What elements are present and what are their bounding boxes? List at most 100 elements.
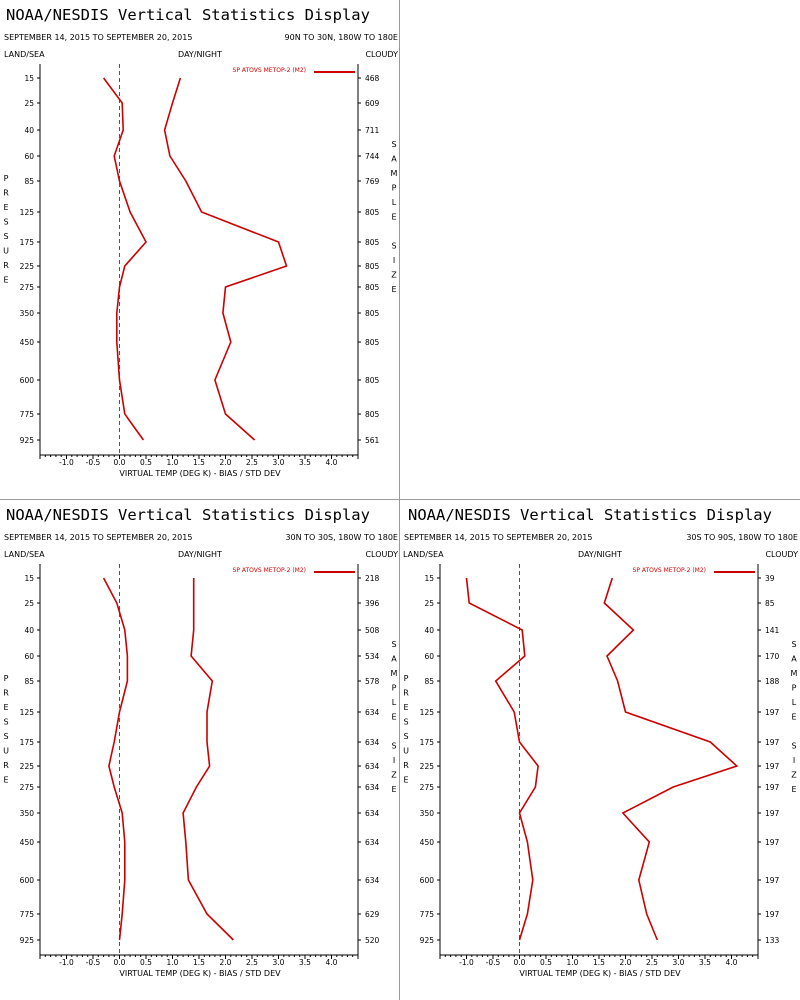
axis-label-letter: E — [3, 776, 8, 785]
series-line-stddev — [182, 578, 234, 941]
date-range: SEPTEMBER 14, 2015 TO SEPTEMBER 20, 2015 — [4, 33, 192, 42]
pressure-level-label: 175 — [20, 238, 35, 247]
sample-size-label: 197 — [765, 838, 780, 847]
x-tick-label: 2.0 — [620, 958, 632, 967]
pressure-level-label: 775 — [20, 910, 35, 919]
sample-size-label: 133 — [765, 936, 780, 945]
sample-size-label: 170 — [765, 652, 780, 661]
pressure-level-label: 15 — [24, 574, 34, 583]
sample-size-label: 634 — [365, 876, 380, 885]
axis-label-letter: M — [391, 169, 398, 178]
sample-size-label: 534 — [365, 652, 380, 661]
pressure-level-label: 15 — [424, 574, 434, 583]
legend-label: SP ATOVS METOP-2 (M2) — [633, 567, 706, 574]
sample-size-label: 197 — [765, 809, 780, 818]
pressure-level-label: 40 — [424, 626, 434, 635]
x-axis-label: VIRTUAL TEMP (DEG K) - BIAS / STD DEV — [119, 469, 281, 478]
legend-label: SP ATOVS METOP-2 (M2) — [233, 67, 306, 74]
axis-label-letter: R — [403, 689, 409, 698]
pressure-level-label: 25 — [24, 599, 34, 608]
axis-label-letter: P — [404, 674, 409, 683]
sample-size-label: 197 — [765, 708, 780, 717]
x-tick-label: 1.0 — [567, 958, 579, 967]
x-tick-label: 0.5 — [140, 458, 152, 467]
pressure-level-label: 600 — [420, 876, 435, 885]
x-tick-label: 1.0 — [167, 458, 179, 467]
display-title: NOAA/NESDIS Vertical Statistics Display — [6, 506, 370, 524]
x-tick-label: -1.0 — [459, 958, 474, 967]
region-label: 30S TO 90S, 180W TO 180E — [686, 533, 798, 542]
pressure-level-label: 125 — [420, 708, 435, 717]
sample-size-label: 468 — [365, 74, 380, 83]
axis-label-letter: M — [791, 669, 798, 678]
sample-size-label: 85 — [765, 599, 775, 608]
pressure-level-label: 175 — [420, 738, 435, 747]
axis-label-letter: S — [3, 218, 8, 227]
pressure-level-label: 40 — [24, 126, 34, 135]
axis-label-letter: E — [791, 713, 796, 722]
pressure-level-label: 225 — [420, 762, 435, 771]
axis-label-letter: P — [392, 184, 397, 193]
x-tick-label: 4.0 — [326, 958, 338, 967]
axis-label-letter: S — [391, 640, 396, 649]
pressure-level-label: 225 — [20, 762, 35, 771]
land-sea-label: LAND/SEA — [4, 550, 45, 559]
sample-size-label: 805 — [365, 410, 380, 419]
axis-label-letter: I — [793, 756, 795, 765]
sample-size-label: 769 — [365, 177, 380, 186]
x-tick-label: 2.0 — [220, 958, 232, 967]
sample-size-label: 197 — [765, 910, 780, 919]
axis-label-letter: E — [791, 785, 796, 794]
sample-size-label: 197 — [765, 783, 780, 792]
chart-bottom-right: NOAA/NESDIS Vertical Statistics Display … — [403, 506, 798, 978]
axis-label-letter: S — [791, 742, 796, 751]
axis-label-letter: E — [391, 713, 396, 722]
axis-label-letter: E — [3, 276, 8, 285]
x-tick-label: 0.0 — [114, 958, 126, 967]
pressure-level-label: 25 — [24, 99, 34, 108]
pressure-level-label: 775 — [420, 910, 435, 919]
sample-size-label: 197 — [765, 876, 780, 885]
sample-size-label: 805 — [365, 208, 380, 217]
sample-size-label: 561 — [365, 436, 380, 445]
chart-bottom-left: NOAA/NESDIS Vertical Statistics Display … — [3, 506, 398, 978]
chart-top-left: NOAA/NESDIS Vertical Statistics Display … — [3, 6, 398, 478]
sample-size-label: 609 — [365, 99, 380, 108]
series-line-bias — [102, 77, 147, 441]
land-sea-label: LAND/SEA — [4, 50, 45, 59]
pressure-level-label: 600 — [20, 376, 35, 385]
axis-label-letter: S — [391, 140, 396, 149]
axis-label-letter: S — [791, 640, 796, 649]
sample-size-label: 744 — [365, 152, 380, 161]
axis-label-letter: S — [3, 732, 8, 741]
sample-size-label: 218 — [365, 574, 380, 583]
sample-size-label: 508 — [365, 626, 380, 635]
x-tick-label: 4.0 — [326, 458, 338, 467]
sample-size-label: 141 — [765, 626, 780, 635]
x-tick-label: -1.0 — [59, 458, 74, 467]
x-tick-label: 3.0 — [673, 958, 685, 967]
pressure-level-label: 925 — [20, 436, 35, 445]
sample-size-label: 634 — [365, 783, 380, 792]
x-tick-label: 2.5 — [246, 458, 258, 467]
sample-size-label: 805 — [365, 309, 380, 318]
pressure-level-label: 600 — [20, 876, 35, 885]
axis-label-letter: E — [391, 285, 396, 294]
x-tick-label: 4.0 — [726, 958, 738, 967]
x-tick-label: -0.5 — [86, 958, 101, 967]
sample-size-label: 634 — [365, 738, 380, 747]
axis-label-letter: S — [403, 718, 408, 727]
sample-size-label: 805 — [365, 283, 380, 292]
sample-size-label: 188 — [765, 677, 780, 686]
series-line-stddev — [163, 77, 288, 441]
sample-size-label: 634 — [365, 809, 380, 818]
day-night-label: DAY/NIGHT — [178, 550, 222, 559]
series-line-stddev — [603, 577, 739, 941]
panel-top-left: NOAA/NESDIS Vertical Statistics Display … — [0, 0, 400, 500]
axis-label-letter: P — [792, 684, 797, 693]
date-range: SEPTEMBER 14, 2015 TO SEPTEMBER 20, 2015 — [404, 533, 592, 542]
axis-label-letter: Z — [391, 771, 397, 780]
region-label: 90N TO 30N, 180W TO 180E — [285, 33, 398, 42]
